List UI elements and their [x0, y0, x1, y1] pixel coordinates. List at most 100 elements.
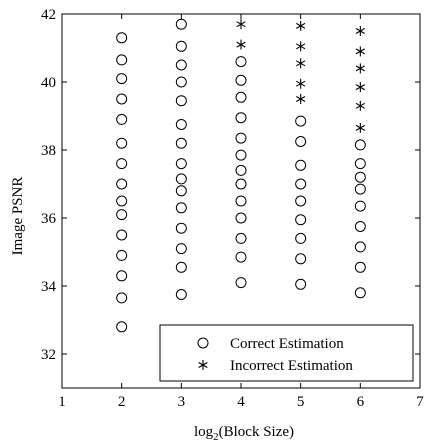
correct-estimation-point	[354, 241, 366, 253]
correct-estimation-point	[354, 261, 366, 273]
correct-estimation-point	[175, 119, 187, 130]
correct-estimation-point	[116, 158, 128, 170]
correct-estimation-point	[295, 253, 307, 265]
x-axis-title-sub: 2	[213, 431, 219, 442]
correct-estimation-point	[175, 243, 187, 255]
correct-estimation-point	[175, 261, 187, 273]
correct-estimation-point	[295, 178, 307, 190]
correct-estimation-point	[295, 195, 307, 207]
correct-estimation-point	[235, 277, 247, 289]
x-axis-title: log2(Block Size)	[194, 424, 294, 442]
correct-estimation-point	[354, 183, 366, 195]
correct-estimation-point	[295, 278, 307, 290]
correct-estimation-point	[175, 76, 187, 88]
correct-estimation-point	[235, 195, 247, 207]
legend-circle-marker	[197, 337, 209, 349]
legend-box	[159, 324, 414, 382]
incorrect-estimation-point	[355, 82, 365, 93]
x-tick-label: 2	[118, 394, 126, 410]
correct-estimation-point	[175, 59, 187, 71]
correct-estimation-point	[354, 221, 366, 232]
y-tick-label: 40	[41, 75, 56, 91]
correct-estimation-point	[235, 212, 247, 224]
correct-estimation-point	[175, 40, 187, 52]
correct-estimation-point	[235, 232, 247, 244]
x-tick-label: 6	[357, 394, 365, 410]
correct-estimation-point	[175, 137, 187, 149]
correct-estimation-point	[235, 149, 247, 161]
correct-estimation-point	[235, 164, 247, 176]
correct-estimation-point	[235, 132, 247, 144]
correct-estimation-point	[116, 209, 128, 221]
incorrect-estimation-point	[355, 122, 365, 133]
correct-estimation-point	[295, 214, 307, 226]
legend-label: Correct Estimation	[230, 336, 344, 352]
x-tick-label: 5	[297, 394, 305, 410]
correct-estimation-point	[235, 56, 247, 68]
y-tick-label: 38	[41, 143, 56, 159]
correct-estimation-point	[175, 289, 187, 300]
x-tick-label: 7	[416, 394, 424, 410]
legend-asterisk-marker	[198, 360, 208, 370]
y-tick-label: 36	[41, 211, 57, 227]
incorrect-estimation-point	[296, 58, 306, 69]
incorrect-estimation-point	[296, 94, 306, 104]
correct-estimation-point	[116, 93, 128, 105]
correct-estimation-point	[354, 200, 366, 212]
x-tick-label: 3	[178, 394, 186, 410]
incorrect-estimation-point	[296, 20, 306, 31]
incorrect-estimation-point	[355, 26, 365, 36]
correct-estimation-point	[175, 185, 187, 197]
x-axis-title-rest: (Block Size)	[219, 424, 294, 440]
y-tick-label: 34	[41, 279, 57, 295]
correct-estimation-point	[116, 54, 128, 66]
y-axis-title: Image PSNR	[10, 177, 26, 256]
correct-estimation-point	[235, 91, 247, 103]
legend-label: Incorrect Estimation	[230, 358, 353, 374]
correct-estimation-point	[116, 32, 128, 44]
correct-estimation-point	[235, 178, 247, 190]
correct-estimation-point	[175, 202, 187, 214]
correct-estimation-point	[175, 158, 187, 170]
y-tick-label: 32	[41, 347, 56, 363]
correct-estimation-point	[354, 139, 366, 151]
correct-estimation-point	[295, 159, 307, 171]
correct-estimation-point	[116, 137, 128, 149]
incorrect-estimation-point	[296, 41, 306, 52]
incorrect-estimation-point	[236, 39, 246, 50]
correct-estimation-point	[116, 229, 128, 241]
correct-estimation-point	[235, 112, 247, 124]
correct-estimation-point	[175, 173, 187, 185]
correct-estimation-point	[175, 222, 187, 234]
correct-estimation-point	[354, 171, 366, 183]
correct-estimation-point	[354, 158, 366, 170]
correct-estimation-point	[235, 251, 247, 263]
correct-estimation-point	[116, 113, 128, 125]
correct-estimation-point	[295, 115, 307, 127]
correct-estimation-point	[116, 321, 128, 333]
correct-estimation-point	[235, 74, 247, 86]
correct-estimation-point	[295, 136, 307, 147]
x-axis-title-main: log	[194, 424, 214, 440]
x-tick-label: 1	[58, 394, 66, 410]
incorrect-estimation-point	[355, 100, 365, 111]
correct-estimation-point	[116, 178, 128, 190]
incorrect-estimation-point	[236, 19, 246, 30]
legend: Correct Estimation Incorrect Estimation	[159, 324, 414, 382]
correct-estimation-point	[116, 73, 128, 85]
y-tick-label: 42	[41, 7, 56, 23]
plot-area	[116, 18, 366, 333]
x-tick-label: 4	[237, 394, 245, 410]
incorrect-estimation-point	[296, 78, 306, 89]
correct-estimation-point	[116, 292, 128, 304]
correct-estimation-point	[175, 18, 187, 30]
incorrect-estimation-point	[355, 46, 365, 57]
correct-estimation-point	[116, 249, 128, 261]
correct-estimation-point	[295, 232, 307, 244]
incorrect-estimation-point	[355, 63, 365, 74]
correct-estimation-point	[116, 195, 128, 207]
correct-estimation-point	[116, 270, 128, 282]
correct-estimation-point	[354, 287, 366, 299]
